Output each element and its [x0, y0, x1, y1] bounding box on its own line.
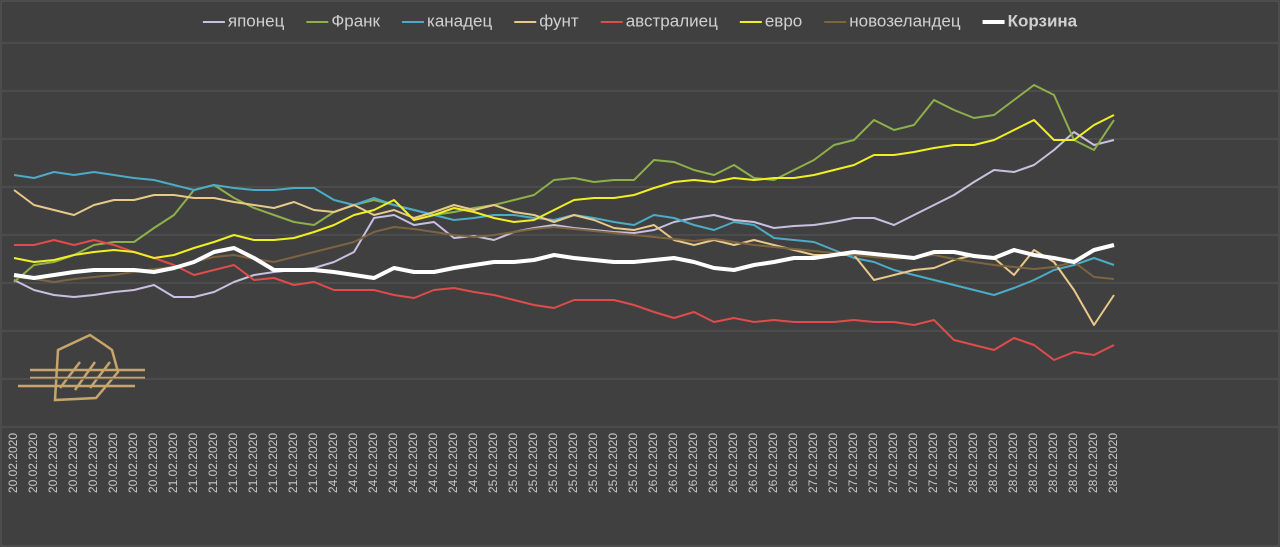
logo — [18, 333, 145, 402]
x-tick-label: 28.02.2020 — [1046, 433, 1060, 493]
x-tick-label: 20.02.2020 — [86, 433, 100, 493]
x-tick-label: 26.02.2020 — [666, 433, 680, 493]
x-tick-label: 27.02.2020 — [906, 433, 920, 493]
x-tick-label: 20.02.2020 — [126, 433, 140, 493]
x-tick-label: 27.02.2020 — [926, 433, 940, 493]
x-tick-label: 26.02.2020 — [706, 433, 720, 493]
x-tick-label: 20.02.2020 — [146, 433, 160, 493]
x-tick-label: 28.02.2020 — [966, 433, 980, 493]
x-tick-label: 28.02.2020 — [1086, 433, 1100, 493]
legend-item: канадец — [402, 11, 492, 30]
legend-label: новозеландец — [849, 11, 961, 30]
x-tick-label: 26.02.2020 — [746, 433, 760, 493]
x-tick-label: 26.02.2020 — [786, 433, 800, 493]
x-tick-label: 21.02.2020 — [246, 433, 260, 493]
x-tick-label: 24.02.2020 — [446, 433, 460, 493]
x-tick-label: 27.02.2020 — [886, 433, 900, 493]
x-tick-label: 24.02.2020 — [366, 433, 380, 493]
x-tick-label: 26.02.2020 — [726, 433, 740, 493]
legend-item: австралиец — [600, 11, 718, 30]
x-tick-label: 25.02.2020 — [546, 433, 560, 493]
legend-item: фунт — [514, 11, 579, 30]
legend-item: Корзина — [982, 11, 1078, 30]
x-tick-label: 25.02.2020 — [606, 433, 620, 493]
x-tick-label: 21.02.2020 — [266, 433, 280, 493]
x-tick-label: 25.02.2020 — [526, 433, 540, 493]
x-tick-label: 25.02.2020 — [586, 433, 600, 493]
legend-item: евро — [739, 11, 802, 30]
x-tick-label: 24.02.2020 — [326, 433, 340, 493]
x-tick-label: 27.02.2020 — [946, 433, 960, 493]
x-tick-label: 28.02.2020 — [1006, 433, 1020, 493]
x-tick-label: 25.02.2020 — [486, 433, 500, 493]
x-tick-label: 20.02.2020 — [66, 433, 80, 493]
x-tick-label: 27.02.2020 — [866, 433, 880, 493]
x-tick-label: 24.02.2020 — [406, 433, 420, 493]
series-line — [13, 189, 1115, 326]
x-tick-label: 27.02.2020 — [846, 433, 860, 493]
legend-label: японец — [228, 11, 285, 30]
x-tick-label: 24.02.2020 — [426, 433, 440, 493]
x-tick-label: 25.02.2020 — [626, 433, 640, 493]
x-tick-label: 20.02.2020 — [6, 433, 20, 493]
x-tick-label: 20.02.2020 — [26, 433, 40, 493]
x-tick-label: 21.02.2020 — [226, 433, 240, 493]
legend-item: Франк — [306, 11, 381, 30]
legend-label: фунт — [539, 11, 579, 30]
x-tick-label: 24.02.2020 — [386, 433, 400, 493]
series-line — [14, 239, 1115, 361]
x-tick-label: 20.02.2020 — [46, 433, 60, 493]
legend-label: евро — [765, 11, 802, 30]
x-tick-label: 26.02.2020 — [646, 433, 660, 493]
legend-label: Франк — [331, 11, 380, 30]
x-tick-label: 27.02.2020 — [806, 433, 820, 493]
legend-item: японец — [202, 11, 285, 30]
x-tick-label: 26.02.2020 — [686, 433, 700, 493]
x-tick-label: 24.02.2020 — [466, 433, 480, 493]
x-tick-label: 21.02.2020 — [306, 433, 320, 493]
legend-label: австралиец — [626, 11, 718, 30]
x-tick-label: 28.02.2020 — [986, 433, 1000, 493]
x-tick-label: 28.02.2020 — [1026, 433, 1040, 493]
x-tick-label: 21.02.2020 — [206, 433, 220, 493]
x-tick-label: 20.02.2020 — [106, 433, 120, 493]
x-tick-label: 21.02.2020 — [286, 433, 300, 493]
x-tick-label: 25.02.2020 — [506, 433, 520, 493]
legend: японец Франк канадец фунт австралиец евро ново… — [202, 11, 1078, 30]
x-tick-label: 24.02.2020 — [346, 433, 360, 493]
x-tick-label: 28.02.2020 — [1066, 433, 1080, 493]
x-tick-label: 21.02.2020 — [186, 433, 200, 493]
x-tick-label: 25.02.2020 — [566, 433, 580, 493]
x-tick-label: 21.02.2020 — [166, 433, 180, 493]
series-line — [13, 243, 1115, 280]
legend-item: новозеландец — [824, 11, 961, 30]
legend-label: Корзина — [1008, 11, 1078, 30]
series-line — [13, 131, 1115, 298]
x-tick-label: 28.02.2020 — [1106, 433, 1120, 493]
x-tick-label: 26.02.2020 — [766, 433, 780, 493]
legend-label: канадец — [427, 11, 492, 30]
series-line — [13, 114, 1115, 263]
x-tick-label: 27.02.2020 — [826, 433, 840, 493]
